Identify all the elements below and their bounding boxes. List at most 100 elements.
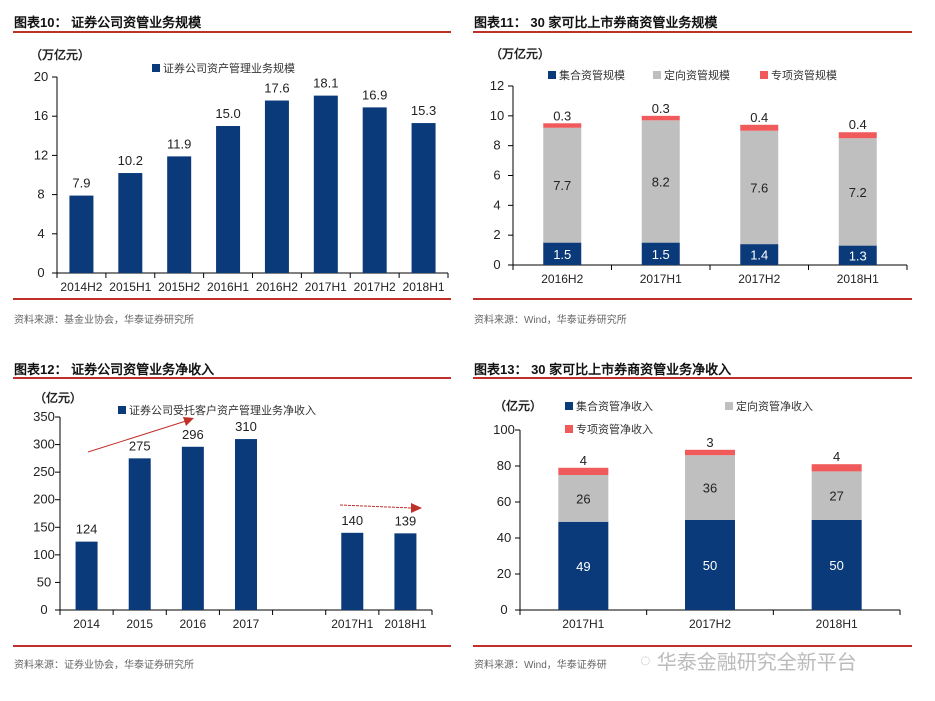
divider bbox=[13, 31, 451, 33]
legend-item: 定向资管净收入 bbox=[725, 398, 813, 414]
y-tick-label: 8 bbox=[37, 187, 44, 202]
x-tick-label: 2017H1 bbox=[305, 280, 347, 294]
legend-swatch bbox=[565, 425, 573, 433]
data-label: 275 bbox=[129, 438, 151, 453]
bar-1-0-0 bbox=[543, 242, 582, 265]
x-tick-label: 2017H2 bbox=[354, 280, 396, 294]
x-tick-label: 2016H2 bbox=[541, 272, 583, 286]
y-tick-label: 200 bbox=[33, 492, 55, 507]
y-tick-label: 10 bbox=[490, 108, 504, 123]
data-label: 0.4 bbox=[849, 117, 867, 132]
data-label: 0.3 bbox=[652, 101, 670, 116]
x-tick-label: 2016 bbox=[180, 617, 207, 631]
data-label: 26 bbox=[576, 491, 590, 506]
bar-1-1-3 bbox=[838, 138, 877, 246]
y-tick-label: 20 bbox=[34, 69, 48, 84]
bar-3-2-1 bbox=[685, 449, 735, 456]
chart11-unit: （万亿元） bbox=[490, 47, 551, 61]
bar-0-0-7 bbox=[411, 123, 436, 273]
legend-item: 证券公司资产管理业务规模 bbox=[152, 60, 295, 76]
divider bbox=[13, 645, 451, 647]
chart12-source: 资料来源：证券业协会，华泰证券研究所 bbox=[14, 660, 194, 671]
data-label: 4 bbox=[580, 453, 587, 468]
watermark-text: 华泰金融研究全新平台 bbox=[656, 652, 857, 674]
x-tick-label: 2015H1 bbox=[109, 280, 151, 294]
legend-swatch bbox=[760, 71, 768, 79]
bar-3-0-2 bbox=[811, 520, 862, 610]
data-label: 49 bbox=[576, 559, 590, 574]
legend-label: 定向资管规模 bbox=[664, 70, 730, 82]
chart12-unit: （亿元） bbox=[34, 391, 83, 405]
x-tick-label: 2015 bbox=[126, 617, 153, 631]
y-tick-label: 20 bbox=[497, 566, 511, 581]
trend-arrow-up bbox=[87, 417, 194, 453]
chart12-title: 图表12： 证券公司资管业务净收入 bbox=[14, 362, 215, 377]
legend-item: 定向资管规模 bbox=[653, 67, 730, 83]
wechat-icon: ◌ bbox=[640, 650, 651, 670]
legend-label: 证券公司受托客户资产管理业务净收入 bbox=[129, 405, 316, 417]
bar-3-1-2 bbox=[811, 471, 862, 520]
bar-2-0-2 bbox=[181, 446, 204, 610]
data-label: 1.5 bbox=[652, 247, 670, 262]
bar-2-0-4 bbox=[341, 532, 364, 610]
data-label: 7.6 bbox=[750, 180, 768, 195]
bar-3-1-1 bbox=[685, 455, 735, 520]
x-tick-label: 2015H2 bbox=[158, 280, 200, 294]
legend-item: 集合资管净收入 bbox=[565, 398, 653, 414]
bar-1-1-2 bbox=[740, 130, 779, 245]
legend-swatch bbox=[653, 71, 661, 79]
data-label: 0.4 bbox=[750, 110, 768, 125]
y-tick-label: 300 bbox=[33, 437, 55, 452]
bar-2-0-3 bbox=[235, 439, 257, 610]
legend-swatch bbox=[152, 64, 160, 72]
bar-1-2-2 bbox=[740, 124, 779, 131]
y-tick-label: 0 bbox=[500, 602, 507, 617]
bar-1-1-0 bbox=[543, 127, 582, 243]
bar-1-2-1 bbox=[641, 115, 680, 121]
data-label: 4 bbox=[833, 449, 840, 464]
data-label: 0.3 bbox=[553, 108, 571, 123]
y-tick-label: 60 bbox=[497, 494, 511, 509]
y-tick-label: 6 bbox=[493, 168, 500, 183]
divider bbox=[473, 377, 912, 379]
y-tick-label: 8 bbox=[493, 138, 500, 153]
divider bbox=[13, 377, 451, 379]
legend-item: 专项资管规模 bbox=[760, 67, 837, 83]
divider bbox=[13, 298, 451, 300]
bar-1-0-3 bbox=[838, 245, 877, 265]
bar-0-0-1 bbox=[118, 173, 143, 273]
bar-0-0-3 bbox=[216, 126, 241, 273]
trend-arrow-flat bbox=[339, 503, 422, 513]
bar-0-0-5 bbox=[313, 95, 338, 274]
y-tick-label: 50 bbox=[37, 574, 51, 589]
bar-1-1-1 bbox=[641, 120, 680, 243]
divider bbox=[473, 298, 912, 300]
y-tick-label: 12 bbox=[34, 147, 48, 162]
bar-1-0-1 bbox=[641, 242, 680, 265]
y-tick-label: 100 bbox=[33, 547, 55, 562]
bar-2-0-0 bbox=[75, 541, 98, 610]
data-label: 7.7 bbox=[553, 178, 571, 193]
x-tick-label: 2018H1 bbox=[837, 272, 879, 286]
x-tick-label: 2017H2 bbox=[738, 272, 780, 286]
data-label: 10.2 bbox=[118, 153, 143, 168]
data-label: 50 bbox=[703, 558, 717, 573]
divider bbox=[473, 31, 912, 33]
legend-swatch bbox=[725, 402, 733, 410]
y-tick-label: 0 bbox=[493, 257, 500, 272]
y-tick-label: 150 bbox=[33, 519, 55, 534]
x-tick-label: 2018H1 bbox=[816, 617, 858, 631]
bar-0-0-4 bbox=[264, 100, 289, 274]
bar-2-0-5 bbox=[394, 533, 417, 610]
data-label: 15.0 bbox=[215, 106, 240, 121]
chart11-source: 资料来源：Wind，华泰证券研究所 bbox=[474, 315, 627, 326]
data-label: 124 bbox=[76, 522, 98, 537]
chart10-title: 图表10： 证券公司资管业务规模 bbox=[14, 15, 202, 30]
x-tick-label: 2014H2 bbox=[60, 280, 102, 294]
data-label: 16.9 bbox=[362, 87, 387, 102]
data-label: 7.9 bbox=[72, 176, 90, 191]
x-tick-label: 2018H1 bbox=[384, 617, 426, 631]
y-tick-label: 0 bbox=[37, 265, 44, 280]
